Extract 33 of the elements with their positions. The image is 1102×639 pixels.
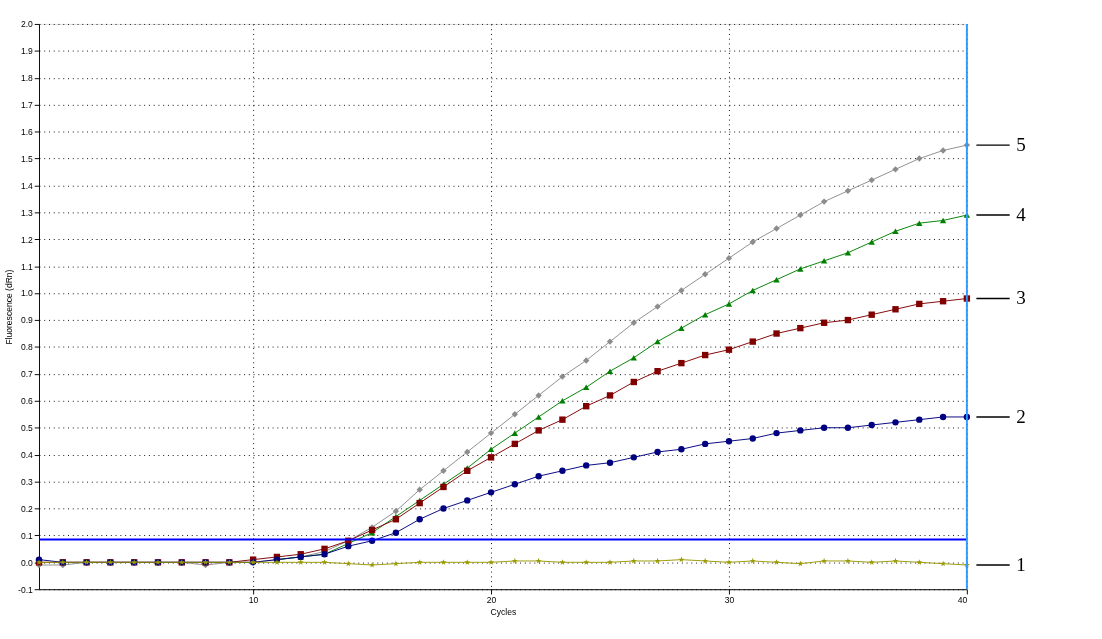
- y-tick-label: 0.3: [20, 476, 34, 487]
- x-axis-title: Cycles: [490, 607, 517, 618]
- y-tick-label: 0.9: [20, 315, 34, 326]
- y-tick-label: 1.7: [20, 100, 34, 111]
- y-tick-label: 1.0: [20, 288, 34, 299]
- x-tick-label: 40: [957, 595, 968, 606]
- y-tick-label: 1.3: [20, 207, 34, 218]
- text: 4: [1016, 203, 1027, 225]
- y-tick-label: -0.1: [18, 584, 34, 595]
- y-tick-label: 0.4: [20, 449, 34, 460]
- y-tick-label: 1.5: [20, 153, 34, 164]
- y-tick-label: 0.2: [20, 503, 34, 514]
- y-tick-label: 1.6: [20, 126, 34, 137]
- y-axis-title: Fluorescence (dRn): [4, 269, 15, 345]
- y-tick-label: 1.9: [20, 46, 34, 57]
- y-tick-label: 1.1: [20, 261, 34, 272]
- y-tick-label: 1.8: [20, 73, 34, 84]
- text: 5: [1016, 133, 1026, 155]
- text: 2: [1016, 405, 1026, 427]
- y-tick-label: 0.7: [20, 369, 34, 380]
- x-tick-label: 10: [248, 595, 259, 606]
- text: 3: [1016, 287, 1026, 309]
- y-tick-label: 1.4: [20, 180, 34, 191]
- x-tick-label: 30: [724, 595, 735, 606]
- y-tick-label: 0.1: [20, 530, 34, 541]
- x-tick-label: 20: [486, 595, 497, 606]
- y-tick-label: 1.2: [20, 234, 34, 245]
- y-tick-label: 2.0: [20, 19, 34, 30]
- text: 1: [1016, 553, 1026, 575]
- y-tick-label: 0.5: [20, 423, 34, 434]
- y-tick-label: 0.8: [20, 342, 34, 353]
- y-tick-label: 0.0: [20, 557, 34, 568]
- y-tick-label: 0.6: [20, 396, 34, 407]
